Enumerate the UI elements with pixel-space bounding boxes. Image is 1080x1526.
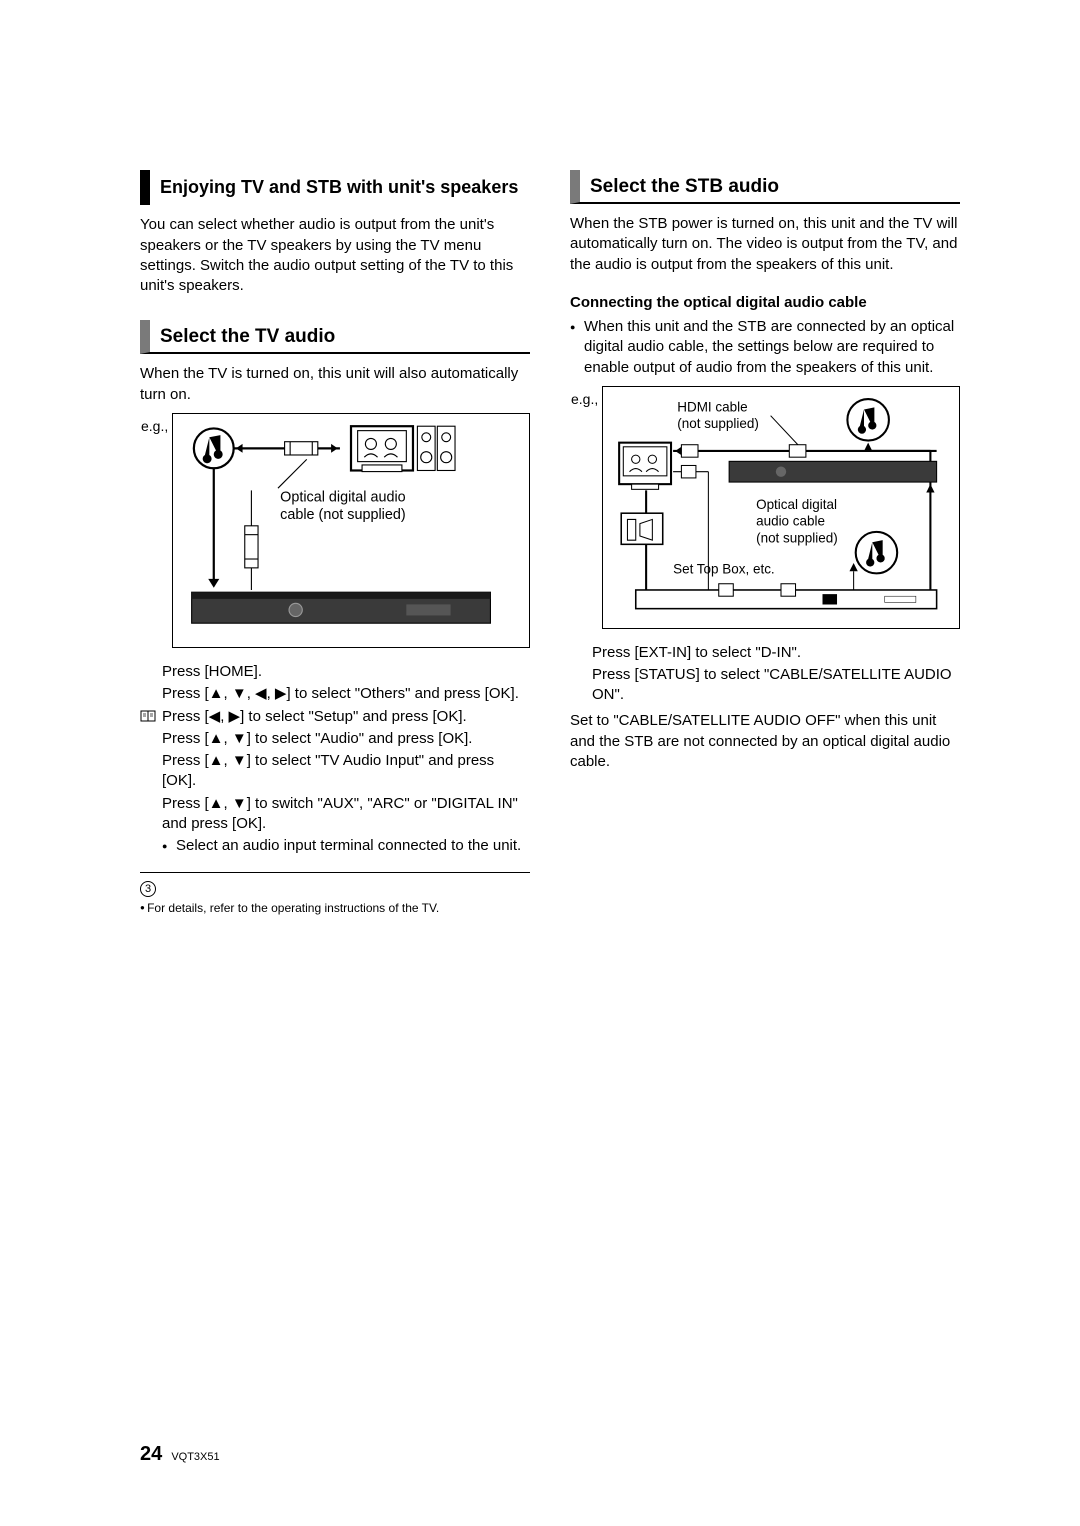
step-extin: Press [EXT-IN] to select "D-IN". [592,643,960,663]
tv-audio-intro: When the TV is turned on, this unit will… [140,364,530,405]
svg-text:(not supplied): (not supplied) [756,530,838,545]
svg-text:Optical digital: Optical digital [756,497,837,512]
doc-code: VQT3X51 [171,1451,219,1463]
book-icon [140,709,156,729]
step-switch: Press [▲, ▼] to switch "AUX", "ARC" or "… [162,794,530,835]
diagram-stb-audio: e.g., HDMI cable (not supplied) [602,386,960,629]
step-setup: Press [◀, ▶] to select "Setup" and press… [162,707,530,727]
diagram-tv-audio: e.g., [172,413,530,648]
page-number: 24 [140,1443,162,1465]
intro-paragraph: You can select whether audio is output f… [140,215,530,296]
diagram-eg-label: e.g., [139,418,170,434]
step-others: Press [▲, ▼, ◀, ▶] to select "Others" an… [162,684,530,704]
step-home: Press [HOME]. [162,662,530,682]
stb-steps: Press [EXT-IN] to select "D-IN". Press [… [570,643,960,706]
svg-text:audio cable: audio cable [756,513,825,528]
section-heading-tv-stb: Enjoying TV and STB with unit's speakers [140,170,530,205]
page-footer: 24 VQT3X51 [140,1443,220,1466]
svg-text:Set Top Box, etc.: Set Top Box, etc. [673,561,775,576]
footnote-tv: For details, refer to the operating inst… [140,901,530,917]
step-select-terminal: Select an audio input terminal connected… [162,836,530,856]
diagram-eg-label-2: e.g., [569,391,600,407]
svg-text:HDMI cable: HDMI cable [677,399,747,414]
svg-text:Optical digital audio: Optical digital audio [280,489,405,505]
step-audio: Press [▲, ▼] to select "Audio" and press… [162,729,530,749]
tv-audio-steps: Press [HOME]. Press [▲, ▼, ◀, ▶] to sele… [140,662,530,856]
step-tv-input: Press [▲, ▼] to select "TV Audio Input" … [162,751,530,792]
tv-audio-diagram-svg: Optical digital audio cable (not supplie… [185,424,517,634]
stb-intro: When the STB power is turned on, this un… [570,214,960,275]
connect-heading: Connecting the optical digital audio cab… [570,293,960,313]
stb-note-off: Set to "CABLE/SATELLITE AUDIO OFF" when … [570,711,960,772]
note-marker: 3 [140,881,156,897]
svg-text:(not supplied): (not supplied) [677,416,759,431]
svg-text:cable (not supplied): cable (not supplied) [280,507,405,523]
stb-diagram-svg: HDMI cable (not supplied) [615,397,947,615]
sub-heading-stb-audio: Select the STB audio [570,170,960,204]
step-status: Press [STATUS] to select "CABLE/SATELLIT… [592,665,960,706]
connect-bullet: When this unit and the STB are connected… [570,317,960,378]
sub-heading-tv-audio: Select the TV audio [140,320,530,354]
separator [140,872,530,873]
